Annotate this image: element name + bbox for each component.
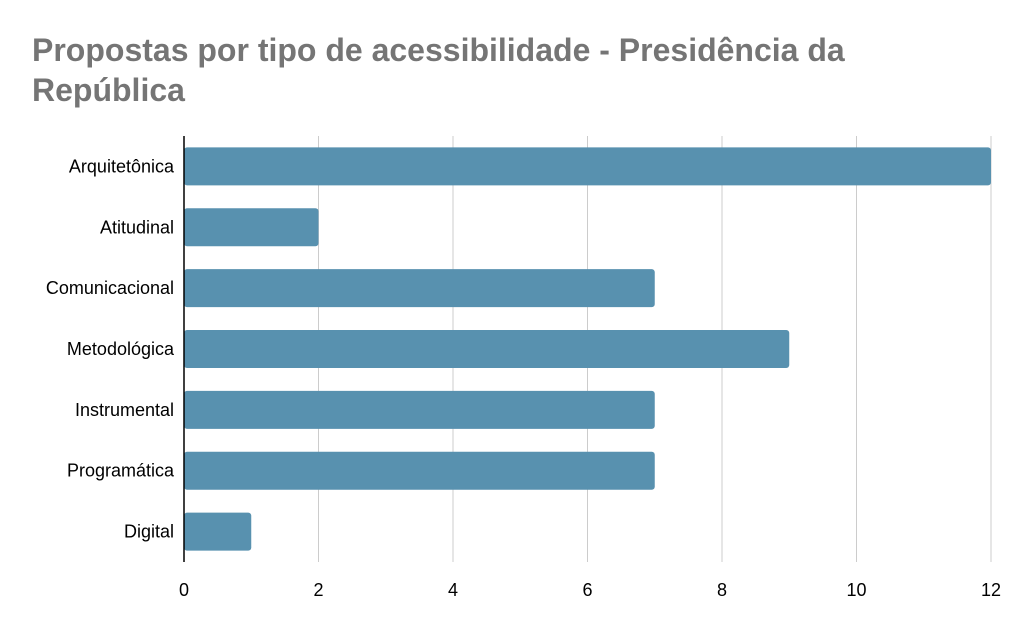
category-label-3: Metodológica [67,339,175,359]
x-tick-label-3: 6 [582,580,592,600]
bars [184,147,991,551]
category-label-1: Atitudinal [100,217,174,237]
bar-3 [184,330,790,368]
bar-0 [184,147,991,186]
bar-2 [184,269,655,308]
category-label-5: Programática [67,461,175,481]
x-tick-label-5: 10 [846,580,866,600]
category-label-4: Instrumental [75,400,174,420]
bar-1 [184,208,319,247]
chart-title: Propostas por tipo de acessibilidade - P… [32,32,845,108]
bar-6 [184,512,252,551]
x-tick-label-0: 0 [179,580,189,600]
x-tick-label-4: 8 [717,580,727,600]
x-tick-label-1: 2 [313,580,323,600]
x-tick-label-2: 4 [448,580,458,600]
x-tick-label-6: 12 [981,580,1001,600]
category-label-2: Comunicacional [46,278,174,298]
bar-4 [184,390,655,429]
category-label-6: Digital [124,522,174,542]
labels: Arquitetônica Atitudinal Comunicacional Met… [46,156,1001,600]
category-label-0: Arquitetônica [69,156,175,176]
bar-5 [184,451,655,490]
